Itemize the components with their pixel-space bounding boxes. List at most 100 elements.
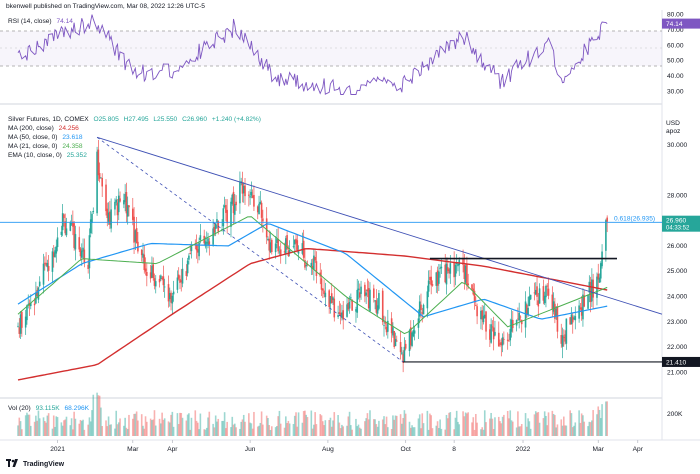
volume-bar (480, 429, 482, 436)
candle-body (277, 238, 279, 252)
time-tick-label: Apr (633, 446, 644, 453)
volume-bar (528, 421, 531, 436)
candle-body (574, 316, 577, 321)
volume-bar (242, 414, 245, 436)
candle-body (366, 289, 369, 292)
volume-bar (146, 421, 148, 436)
volume-bar (212, 423, 214, 436)
volume-bar (162, 419, 165, 436)
volume-bar (481, 427, 483, 436)
candle-body (422, 304, 425, 315)
time-tick-label: 8 (452, 446, 456, 453)
volume-label: Vol (20) (8, 405, 31, 412)
volume-bar (267, 418, 269, 436)
candle-body (288, 250, 291, 253)
volume-bar (126, 429, 129, 436)
support-price-badge (662, 356, 700, 367)
candle-body (383, 325, 385, 327)
candle-body (542, 286, 545, 301)
candle-body (212, 228, 214, 245)
indicator-row-ema10[interactable]: EMA (10, close, 0) 25.352 (8, 151, 264, 160)
volume-bar (98, 395, 101, 436)
indicator-value: 25.352 (66, 152, 87, 159)
rsi-tick-label: 50.00 (667, 58, 684, 65)
candle-body (286, 235, 288, 250)
volume-bar (259, 422, 262, 436)
candle-body (524, 301, 527, 328)
candle-body (70, 223, 73, 225)
volume-bar (207, 417, 209, 436)
volume-bar (554, 415, 556, 436)
candle-body (462, 258, 464, 265)
volume-bar (476, 422, 478, 436)
candle-body (356, 289, 359, 313)
indicator-row-ma200[interactable]: MA (200, close) 24.256 (8, 124, 264, 133)
volume-bar (64, 419, 67, 436)
last-price-label: 26.960 (666, 218, 687, 225)
candle-body (430, 276, 432, 286)
volume-bar (248, 413, 250, 436)
volume-bar (455, 410, 458, 436)
volume-bar (471, 422, 473, 436)
candle-body (517, 318, 519, 320)
volume-bar (342, 426, 345, 436)
candle-body (355, 309, 357, 312)
volume-bar (375, 424, 378, 436)
candle-body (413, 330, 416, 334)
volume-bar (265, 415, 268, 436)
price-tick-label: 23.000 (667, 319, 688, 326)
volume-bar (226, 421, 228, 436)
candle-body (235, 201, 237, 206)
candle-body (401, 352, 403, 354)
candle-body (89, 219, 92, 234)
candle-body (154, 281, 157, 287)
candle-body (338, 312, 341, 314)
candle-body (374, 300, 376, 302)
volume-bar (144, 416, 147, 436)
volume-bar (347, 416, 350, 436)
time-tick-label: Oct (401, 446, 411, 453)
volume-bar (524, 413, 527, 436)
volume-bar (168, 422, 171, 436)
candle-body (592, 279, 594, 298)
candle-body (161, 277, 163, 279)
candle-body (527, 307, 529, 315)
volume-bar (78, 423, 81, 436)
candle-body (446, 267, 449, 272)
candle-body (475, 305, 477, 306)
candle-body (526, 304, 528, 315)
volume-bar (154, 425, 157, 436)
candle-body (98, 173, 101, 179)
candle-body (181, 268, 184, 284)
volume-bar (276, 425, 278, 436)
volume-bar (390, 428, 393, 436)
candle-body (172, 291, 175, 295)
candle-body (116, 202, 119, 216)
indicator-row-ma50[interactable]: MA (50, close, 0) 23.618 (8, 133, 264, 142)
volume-bar (278, 410, 281, 436)
candle-body (560, 335, 563, 344)
indicator-value: 24.358 (62, 143, 83, 150)
symbol-label[interactable]: Silver Futures, 1D, COMEX (8, 116, 89, 123)
candle-body (186, 260, 189, 274)
candle-body (109, 211, 111, 225)
volume-bar (143, 428, 146, 436)
volume-bar (163, 418, 166, 436)
volume-bar (256, 426, 259, 436)
volume-bar (376, 426, 379, 436)
volume-bar (198, 429, 200, 436)
volume-bar (435, 425, 438, 436)
volume-bar (420, 428, 422, 436)
candle-body (248, 194, 250, 196)
volume-bar (149, 418, 152, 436)
indicator-row-ma21[interactable]: MA (21, close, 0) 24.358 (8, 142, 264, 151)
currency-code: USD (666, 120, 680, 127)
candle-body (320, 278, 323, 290)
volume-bar (439, 419, 441, 436)
candle-body (579, 307, 582, 310)
candle-body (297, 251, 300, 254)
volume-bar (453, 429, 455, 436)
candle-body (223, 205, 226, 208)
volume-bar (109, 424, 111, 436)
